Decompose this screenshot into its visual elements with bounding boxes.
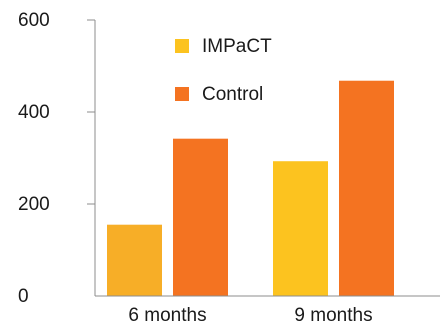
bars: [107, 80, 394, 296]
x-axis: 6 months 9 months: [95, 295, 440, 326]
y-axis: 0 200 400 600: [18, 10, 96, 307]
legend-label-impact: IMPaCT: [202, 36, 272, 57]
bar-control-9-months: [339, 80, 394, 296]
bar-control-6-months: [173, 138, 228, 296]
y-tick-label: 200: [18, 194, 50, 215]
legend-swatch-control: [175, 87, 189, 101]
y-tick-label: 600: [18, 10, 50, 31]
y-tick-label: 400: [18, 102, 50, 123]
bar-impact-6-months: [107, 224, 162, 296]
y-tick-label: 0: [18, 286, 29, 307]
x-tick-label: 9 months: [294, 305, 372, 326]
bar-impact-9-months: [273, 161, 328, 296]
legend-label-control: Control: [202, 84, 263, 105]
legend-swatch-impact: [175, 39, 189, 53]
legend: IMPaCT Control: [175, 36, 272, 105]
x-tick-label: 6 months: [128, 305, 206, 326]
